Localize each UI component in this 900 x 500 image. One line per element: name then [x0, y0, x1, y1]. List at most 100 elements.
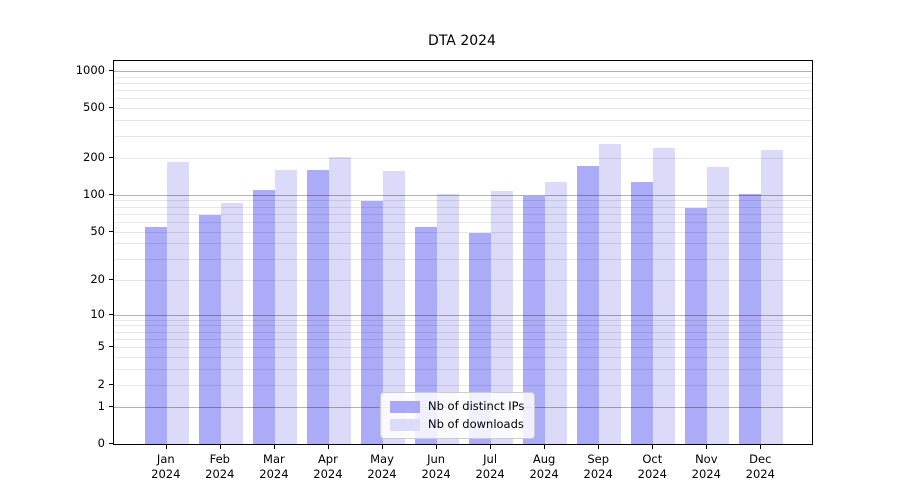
x-tick-label: Jan 2024 [151, 452, 181, 481]
bar-distinct-ips [252, 189, 275, 444]
legend-swatch-ips [390, 400, 420, 413]
grid-line-minor [114, 222, 812, 223]
grid-line-minor [114, 206, 812, 208]
grid-line-minor [114, 319, 812, 321]
y-tick-label: 500 [83, 100, 105, 115]
bar-distinct-ips [739, 193, 762, 444]
legend-item-downloads: Nb of downloads [390, 418, 524, 431]
y-tick-label: 50 [90, 223, 105, 238]
y-tick-label: 1000 [75, 62, 105, 77]
y-tick [109, 193, 113, 195]
x-tick [219, 445, 221, 449]
bar-downloads [653, 147, 676, 444]
grid-line-minor [114, 98, 812, 100]
y-tick [109, 69, 113, 71]
legend-item-distinct-ips: Nb of distinct IPs [390, 400, 524, 413]
y-tick-label: 1 [97, 398, 105, 413]
bar-downloads [599, 143, 622, 444]
grid-line-minor [114, 200, 812, 202]
grid-line-major [114, 70, 812, 72]
grid-line-major [114, 314, 812, 316]
y-tick-label: 5 [97, 339, 105, 354]
grid-line-minor [114, 325, 812, 327]
grid-line-minor [114, 243, 812, 245]
x-tick-label: Aug 2024 [529, 452, 559, 481]
x-tick [490, 445, 492, 449]
legend-label-downloads: Nb of downloads [428, 417, 524, 431]
bar-distinct-ips [415, 226, 438, 444]
y-tick-label: 200 [83, 149, 105, 164]
x-tick-label: Mar 2024 [259, 452, 289, 481]
grid-line-major [114, 194, 812, 196]
legend: Nb of distinct IPs Nb of downloads [380, 392, 536, 439]
bars-layer [114, 61, 812, 444]
grid-line-minor [114, 331, 812, 333]
grid-line-minor [114, 76, 812, 78]
grid-line-minor [114, 135, 812, 137]
grid-line-minor [114, 279, 812, 281]
x-tick-label: Oct 2024 [637, 452, 667, 481]
bar-distinct-ips [685, 207, 708, 444]
x-tick [760, 445, 762, 449]
bar-distinct-ips [198, 215, 221, 444]
grid-line-minor [114, 90, 812, 92]
x-tick-label: Apr 2024 [313, 452, 343, 481]
x-tick-label: May 2024 [367, 452, 397, 481]
legend-swatch-downloads [390, 418, 420, 431]
y-tick-label: 10 [90, 306, 105, 321]
bar-distinct-ips [361, 200, 383, 444]
bar-downloads [274, 170, 297, 444]
bar-downloads [328, 157, 351, 444]
grid-line-minor [114, 108, 812, 110]
x-tick-label: Feb 2024 [205, 452, 235, 481]
bar-distinct-ips [523, 196, 546, 444]
grid-line-minor [114, 347, 812, 349]
y-tick [109, 346, 113, 348]
x-tick-label: Jun 2024 [421, 452, 451, 481]
bar-downloads [383, 170, 405, 444]
y-tick [109, 383, 113, 385]
grid-line-minor [114, 357, 812, 359]
y-tick [109, 278, 113, 280]
x-tick [436, 445, 438, 449]
grid-line-minor [114, 231, 812, 233]
x-tick [165, 445, 167, 449]
y-tick [109, 443, 113, 444]
y-tick-label: 2 [97, 376, 105, 391]
chart-title: DTA 2024 [428, 33, 496, 49]
x-tick [652, 445, 654, 449]
x-tick-label: Jul 2024 [475, 452, 505, 481]
y-tick-label: 100 [83, 186, 105, 201]
grid-line-minor [114, 369, 812, 371]
bar-downloads [220, 203, 243, 444]
y-tick-label: 0 [97, 436, 105, 450]
x-tick [598, 445, 600, 449]
grid-line-minor [114, 338, 812, 340]
y-tick [109, 313, 113, 315]
grid-line-minor [114, 157, 812, 159]
grid-line-minor [114, 213, 812, 215]
x-tick-label: Sep 2024 [583, 452, 613, 481]
grid-layer [114, 61, 812, 444]
y-tick [109, 156, 113, 158]
bar-downloads [166, 161, 189, 444]
grid-line-minor [114, 384, 812, 386]
bar-downloads [491, 191, 514, 444]
bar-distinct-ips [631, 181, 654, 444]
y-tick [109, 405, 113, 407]
y-tick [109, 230, 113, 232]
y-tick-label: 20 [90, 271, 105, 286]
x-tick-label: Nov 2024 [691, 452, 721, 481]
bar-downloads [707, 167, 730, 444]
legend-label-ips: Nb of distinct IPs [428, 399, 525, 413]
x-tick [327, 445, 329, 449]
x-tick [544, 445, 546, 449]
x-tick-label: Dec 2024 [745, 452, 775, 481]
x-tick [382, 445, 383, 449]
bar-distinct-ips [577, 165, 600, 444]
bar-distinct-ips [144, 226, 167, 444]
plot-area: Nb of distinct IPs Nb of downloads [113, 60, 813, 445]
grid-line-minor [114, 82, 812, 84]
x-tick [273, 445, 275, 449]
